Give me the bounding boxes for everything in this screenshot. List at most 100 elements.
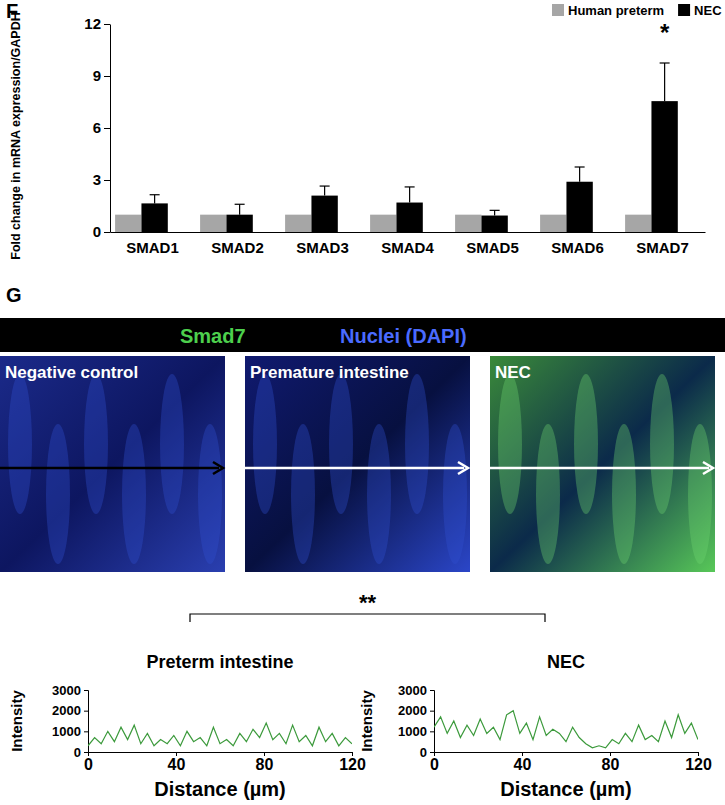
tick: 3 — [93, 171, 110, 188]
y-axis: 0100020003000 — [398, 683, 434, 760]
tick: SMAD2 — [211, 232, 264, 256]
error-line — [409, 187, 410, 203]
tick-label: 80 — [256, 756, 274, 773]
texture — [8, 374, 32, 514]
legend-item: NEC — [678, 3, 722, 18]
axis-line — [110, 25, 111, 233]
axis-title: Intensity — [358, 690, 375, 752]
tick: 120 — [685, 752, 712, 773]
annotation: * — [660, 19, 670, 46]
tick-label: 6 — [93, 119, 101, 136]
panel-label: G — [6, 284, 22, 306]
legend-label: Human preterm — [568, 3, 664, 18]
tick-label: 1000 — [52, 724, 81, 739]
error-line — [579, 167, 580, 182]
bar — [141, 203, 167, 232]
micrograph — [245, 356, 470, 572]
tick-mark — [84, 752, 88, 753]
tick-mark — [104, 76, 110, 77]
texture — [253, 374, 277, 514]
legend-swatch — [552, 4, 564, 16]
bar — [540, 215, 566, 232]
tick: 0 — [93, 223, 110, 240]
tick-mark — [430, 731, 434, 732]
tick-label: 3000 — [398, 683, 427, 698]
tick-label: 120 — [685, 756, 712, 773]
tick-mark — [430, 711, 434, 712]
error-line — [494, 210, 495, 215]
tick-mark — [104, 128, 110, 129]
image-label: Negative control — [5, 363, 138, 382]
error-line — [239, 204, 240, 214]
tick-label: SMAD7 — [636, 239, 689, 256]
stain-label: Smad7 — [180, 325, 246, 347]
tick-label: 0 — [74, 745, 81, 760]
chart-title: NEC — [547, 652, 585, 672]
bar — [226, 215, 252, 232]
tick: 1000 — [398, 724, 434, 739]
error-bar — [575, 167, 585, 182]
legend-item: Human preterm — [552, 3, 664, 18]
figure: FG036912SMAD1SMAD2SMAD3SMAD4SMAD5SMAD6SM… — [0, 0, 725, 805]
arrow-head — [458, 462, 468, 474]
error-cap — [490, 210, 500, 211]
tick-label: 0 — [84, 756, 93, 773]
error-bar — [150, 195, 160, 204]
error-bar — [660, 63, 670, 101]
tick-label: 0 — [93, 223, 101, 240]
error-cap — [405, 186, 415, 187]
bar — [566, 182, 592, 232]
tick-label: 1000 — [398, 724, 427, 739]
error-cap — [150, 194, 160, 195]
axis-line — [430, 691, 435, 753]
tick-label: SMAD1 — [126, 239, 179, 256]
tick-label: 2000 — [398, 703, 427, 718]
tick-label: 3000 — [52, 683, 81, 698]
image — [0, 356, 225, 572]
error-bar — [320, 186, 330, 196]
image — [490, 356, 715, 572]
bar — [285, 215, 311, 232]
tick-mark — [84, 711, 88, 712]
bracket — [190, 614, 545, 622]
texture — [688, 424, 712, 564]
texture — [198, 424, 222, 564]
error-cap — [235, 204, 245, 205]
legend: Human preterm NEC — [552, 3, 722, 18]
bar — [311, 196, 337, 232]
texture — [536, 424, 560, 564]
texture — [443, 424, 467, 564]
chart-title: Preterm intestine — [146, 652, 293, 672]
arrow — [245, 467, 464, 470]
tick: 40 — [168, 752, 186, 773]
tick: 80 — [256, 752, 274, 773]
axis-title: Distance (µm) — [154, 778, 286, 800]
arrow-head — [213, 462, 223, 474]
tick-label: SMAD6 — [551, 239, 604, 256]
axis-line — [111, 232, 706, 233]
plot-lines — [88, 723, 352, 746]
bar — [455, 215, 481, 232]
bars — [115, 63, 678, 232]
tick-label: 0 — [430, 756, 439, 773]
image-label: NEC — [495, 363, 531, 382]
y-axis: 0 1000 2000 3000 — [52, 683, 88, 760]
tick-mark — [430, 752, 434, 753]
texture — [84, 374, 108, 514]
tick: 0 — [84, 752, 93, 773]
x-axis: 0 40 80 120 — [84, 752, 366, 773]
micrograph — [490, 356, 715, 572]
bar — [200, 215, 226, 232]
texture — [160, 374, 184, 514]
tick-label: 120 — [339, 756, 366, 773]
texture — [367, 424, 391, 564]
tick-mark — [104, 24, 110, 25]
tick: 2000 — [52, 703, 88, 718]
bar — [370, 215, 396, 232]
tick-label: 2000 — [52, 703, 81, 718]
tick-label: 9 — [93, 67, 101, 84]
tick-label: SMAD5 — [466, 239, 519, 256]
legend-swatch — [678, 4, 690, 16]
plot-lines — [434, 711, 698, 748]
tick-label: 3 — [93, 171, 101, 188]
